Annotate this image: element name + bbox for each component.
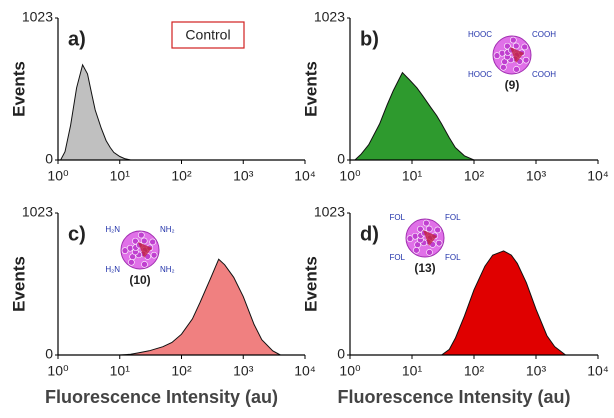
y-tick-label: 1023 xyxy=(314,9,345,25)
icon-label: NH₂ xyxy=(160,225,175,234)
nanoparticle-dot xyxy=(417,225,424,233)
histogram-area xyxy=(354,71,475,161)
annotation-box xyxy=(171,21,245,49)
nanoparticle-dot xyxy=(423,219,430,227)
nanoparticle-dot xyxy=(140,237,148,245)
y-tick-label: 1023 xyxy=(22,204,53,220)
icon-label: FOL xyxy=(389,253,405,262)
icon-label: HOOC xyxy=(468,30,492,39)
nanoparticle-dot xyxy=(406,235,414,242)
nanoparticle-dot xyxy=(510,36,517,44)
x-axis-label: Fluorescence Intensity (au) xyxy=(337,387,570,407)
x-tick-label: 10² xyxy=(171,168,192,184)
icon-label: FOL xyxy=(445,253,461,262)
x-tick-label: 10² xyxy=(171,363,192,379)
x-tick-label: 10² xyxy=(464,363,485,379)
nanoparticle-dot xyxy=(141,261,148,268)
histogram-area xyxy=(119,258,281,356)
x-tick-label: 10⁰ xyxy=(339,363,361,379)
x-axis-label: Fluorescence Intensity (au) xyxy=(45,387,278,407)
x-tick-label: 10⁴ xyxy=(587,363,609,379)
histogram-area xyxy=(60,63,131,161)
y-axis-label: Events xyxy=(9,61,28,117)
nanoparticle-dot xyxy=(521,43,528,51)
y-tick-label: 1023 xyxy=(22,9,53,25)
nanoparticle-dot xyxy=(425,225,433,233)
icon-label: FOL xyxy=(389,213,405,222)
x-tick-label: 10⁴ xyxy=(587,168,609,184)
x-tick-label: 10³ xyxy=(233,363,254,379)
x-tick-label: 10² xyxy=(464,168,485,184)
nanoparticle-dot xyxy=(138,231,145,239)
compound-label: (9) xyxy=(505,78,520,92)
y-tick-label: 0 xyxy=(45,151,53,167)
nanoparticle-dot xyxy=(150,251,158,259)
nanoparticle-dot xyxy=(513,66,520,73)
nanoparticle-dot xyxy=(522,56,530,64)
icon-label: COOH xyxy=(532,70,556,79)
x-tick-label: 10⁰ xyxy=(47,363,69,379)
x-tick-label: 10⁰ xyxy=(339,168,361,184)
nanoparticle-core xyxy=(423,230,437,246)
y-tick-label: 1023 xyxy=(314,204,345,220)
panel-label: d) xyxy=(360,223,379,245)
icon-label: FOL xyxy=(445,213,461,222)
nanoparticle-dot xyxy=(434,226,441,234)
nanoparticle-dot xyxy=(413,246,420,254)
x-tick-label: 10¹ xyxy=(402,168,423,184)
x-tick-label: 10³ xyxy=(233,168,254,184)
nanoparticle-dot xyxy=(512,42,520,50)
nanoparticle-dot xyxy=(128,258,135,266)
y-axis-label: Events xyxy=(301,61,320,117)
y-axis-label: Events xyxy=(9,256,28,312)
icon-label: H₂N xyxy=(105,265,120,274)
nanoparticle-dot xyxy=(132,237,139,245)
x-tick-label: 10¹ xyxy=(402,363,423,379)
nanoparticle-dot xyxy=(121,247,129,254)
nanoparticle-dot xyxy=(149,238,156,246)
nanoparticle-dot xyxy=(500,63,507,71)
x-tick-label: 10³ xyxy=(526,168,547,184)
histogram-area xyxy=(441,250,566,356)
nanoparticle-dot xyxy=(426,249,433,256)
panel-label: a) xyxy=(68,28,86,50)
icon-label: H₂N xyxy=(105,225,120,234)
nanoparticle-core xyxy=(510,47,524,63)
nanoparticle-dot xyxy=(435,239,443,247)
y-tick-label: 0 xyxy=(337,346,345,362)
icon-label: COOH xyxy=(532,30,556,39)
x-tick-label: 10¹ xyxy=(110,168,131,184)
icon-label: NH₂ xyxy=(160,265,175,274)
nanoparticle-dot xyxy=(504,42,511,50)
panel-label: b) xyxy=(360,28,379,50)
compound-label: (13) xyxy=(414,261,435,275)
x-tick-label: 10⁴ xyxy=(294,363,316,379)
x-tick-label: 10¹ xyxy=(110,363,131,379)
icon-label: HOOC xyxy=(468,70,492,79)
nanoparticle-core xyxy=(138,242,152,258)
compound-label: (10) xyxy=(129,273,150,287)
x-tick-label: 10⁴ xyxy=(294,168,316,184)
y-tick-label: 0 xyxy=(337,151,345,167)
annotation: Control xyxy=(185,27,230,43)
y-tick-label: 0 xyxy=(45,346,53,362)
panel-label: c) xyxy=(68,223,86,245)
x-tick-label: 10³ xyxy=(526,363,547,379)
nanoparticle-dot xyxy=(493,52,501,59)
x-tick-label: 10⁰ xyxy=(47,168,69,184)
y-axis-label: Events xyxy=(301,256,320,312)
